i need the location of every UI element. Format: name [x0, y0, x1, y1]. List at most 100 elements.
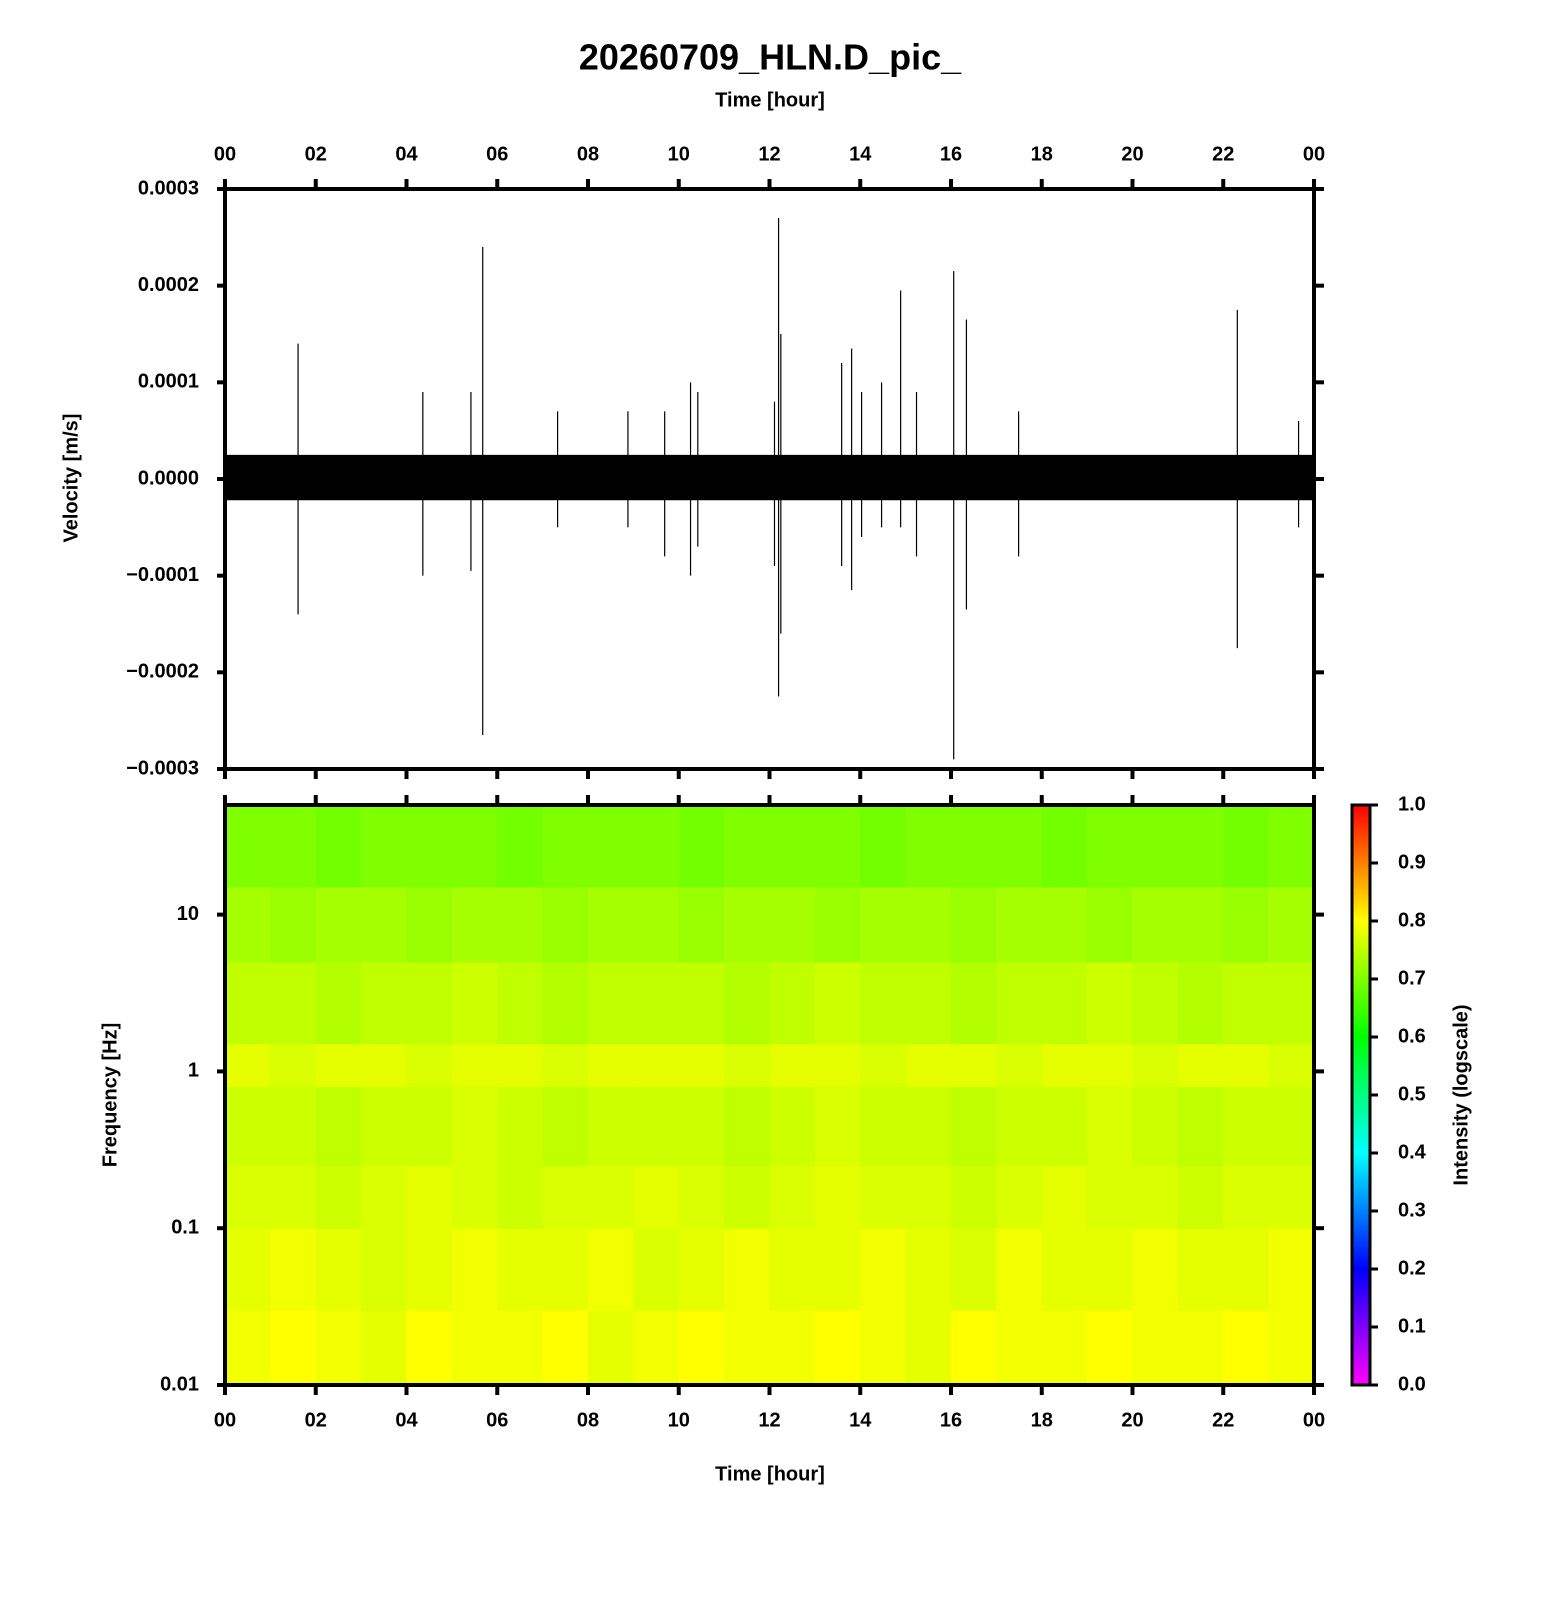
heatmap-cell — [315, 805, 362, 888]
heatmap-cell — [1268, 961, 1315, 1045]
heatmap-cell — [542, 886, 589, 963]
heatmap-cell — [814, 961, 861, 1045]
heatmap-cell — [996, 1165, 1043, 1229]
heatmap-cell — [588, 1310, 634, 1386]
heatmap-cell — [270, 1043, 317, 1088]
y-tick-label: 0.0003 — [138, 177, 199, 199]
heatmap-cell — [769, 1310, 816, 1386]
x-tick-label: 00 — [214, 143, 236, 165]
colorbar — [1350, 803, 1372, 1387]
heatmap-cell — [451, 1043, 498, 1088]
heatmap-cell — [1087, 1310, 1133, 1386]
heatmap-cell — [270, 1165, 317, 1229]
heatmap-cell — [315, 1165, 362, 1229]
heatmap-cell — [361, 1310, 407, 1386]
heatmap-cell — [361, 805, 407, 888]
x-tick-label: 02 — [305, 1409, 327, 1431]
y-tick-label: 0.0002 — [138, 274, 199, 296]
heatmap-cell — [1087, 961, 1133, 1045]
x-tick-label: 14 — [849, 143, 872, 165]
heatmap-cell — [860, 1310, 907, 1386]
heatmap-cell — [588, 886, 634, 963]
heatmap-cell — [905, 805, 952, 888]
y-tick-label: −0.0003 — [126, 757, 199, 779]
heatmap-cell — [678, 1310, 725, 1386]
heatmap-cell — [315, 961, 362, 1045]
heatmap-cell — [406, 1086, 453, 1167]
colorbar-title: Intensity (logscale) — [1450, 1004, 1472, 1185]
x-tick-label: 14 — [849, 1409, 872, 1431]
heatmap-cell — [1268, 1043, 1315, 1088]
heatmap-cell — [905, 1086, 952, 1167]
heatmap-cell — [860, 1228, 907, 1311]
heatmap-cell — [996, 1086, 1043, 1167]
heatmap-cell — [1132, 1165, 1179, 1229]
heatmap-cell — [769, 886, 816, 963]
heatmap-cell — [361, 886, 407, 963]
heatmap-cell — [769, 1228, 816, 1311]
heatmap-cell — [724, 805, 770, 888]
heatmap-cell — [406, 1043, 453, 1088]
heatmap-cell — [860, 1165, 907, 1229]
colorbar-tick-label: 1.0 — [1398, 793, 1426, 815]
heatmap-cell — [905, 1310, 952, 1386]
x-tick-label: 16 — [940, 143, 962, 165]
heatmap-cell — [1132, 886, 1179, 963]
heatmap-cell — [951, 886, 997, 963]
x-tick-label: 18 — [1031, 143, 1053, 165]
chart-title: 20260709_HLN.D_pic_ — [579, 37, 962, 78]
heatmap-cell — [497, 1086, 544, 1167]
heatmap-cell — [678, 961, 725, 1045]
heatmap-cell — [315, 1043, 362, 1088]
heatmap-cell — [951, 1228, 997, 1311]
y-tick-label: 10 — [177, 903, 199, 925]
heatmap-cell — [1268, 1228, 1315, 1311]
heatmap-cell — [315, 886, 362, 963]
y-tick-label: 0.0001 — [138, 371, 199, 393]
heatmap-cell — [1132, 1086, 1179, 1167]
heatmap-cell — [633, 805, 680, 888]
heatmap-cell — [1177, 1043, 1224, 1088]
x-tick-label: 08 — [577, 1409, 599, 1431]
heatmap-cell — [1268, 805, 1315, 888]
heatmap-cell — [270, 886, 317, 963]
heatmap-cell — [769, 1043, 816, 1088]
heatmap-cell — [406, 1310, 453, 1386]
heatmap-cell — [1132, 1228, 1179, 1311]
x-tick-label: 18 — [1031, 1409, 1053, 1431]
heatmap-cell — [1041, 805, 1088, 888]
heatmap-cell — [905, 1043, 952, 1088]
heatmap-cell — [814, 1043, 861, 1088]
heatmap-cell — [678, 1043, 725, 1088]
heatmap-cell — [1223, 1228, 1270, 1311]
heatmap-cell — [542, 1310, 589, 1386]
heatmap-cell — [542, 805, 589, 888]
heatmap-cell — [1041, 886, 1088, 963]
x-tick-label: 00 — [214, 1409, 236, 1431]
heatmap-cell — [1223, 1043, 1270, 1088]
heatmap-cell — [724, 1228, 770, 1311]
heatmap-cell — [951, 1043, 997, 1088]
x-tick-label: 00 — [1303, 1409, 1325, 1431]
heatmap-cell — [1177, 961, 1224, 1045]
colorbar-tick-label: 0.7 — [1398, 967, 1426, 989]
heatmap-cell — [588, 1228, 634, 1311]
x-tick-label: 08 — [577, 143, 599, 165]
x-tick-label: 22 — [1212, 143, 1234, 165]
heatmap-cell — [633, 1043, 680, 1088]
heatmap-cell — [769, 805, 816, 888]
heatmap-cell — [1087, 805, 1133, 888]
heatmap-cell — [1132, 961, 1179, 1045]
heatmap-cell — [996, 886, 1043, 963]
heatmap-cell — [225, 805, 271, 888]
heatmap-cell — [588, 805, 634, 888]
heatmap-cell — [1177, 805, 1224, 888]
x-tick-label: 16 — [940, 1409, 962, 1431]
heatmap-cell — [1087, 1165, 1133, 1229]
heatmap-cell — [497, 1310, 544, 1386]
heatmap-cell — [860, 805, 907, 888]
x-tick-label: 06 — [486, 143, 508, 165]
x-tick-label: 12 — [758, 1409, 780, 1431]
heatmap-cell — [315, 1086, 362, 1167]
heatmap-cell — [769, 961, 816, 1045]
